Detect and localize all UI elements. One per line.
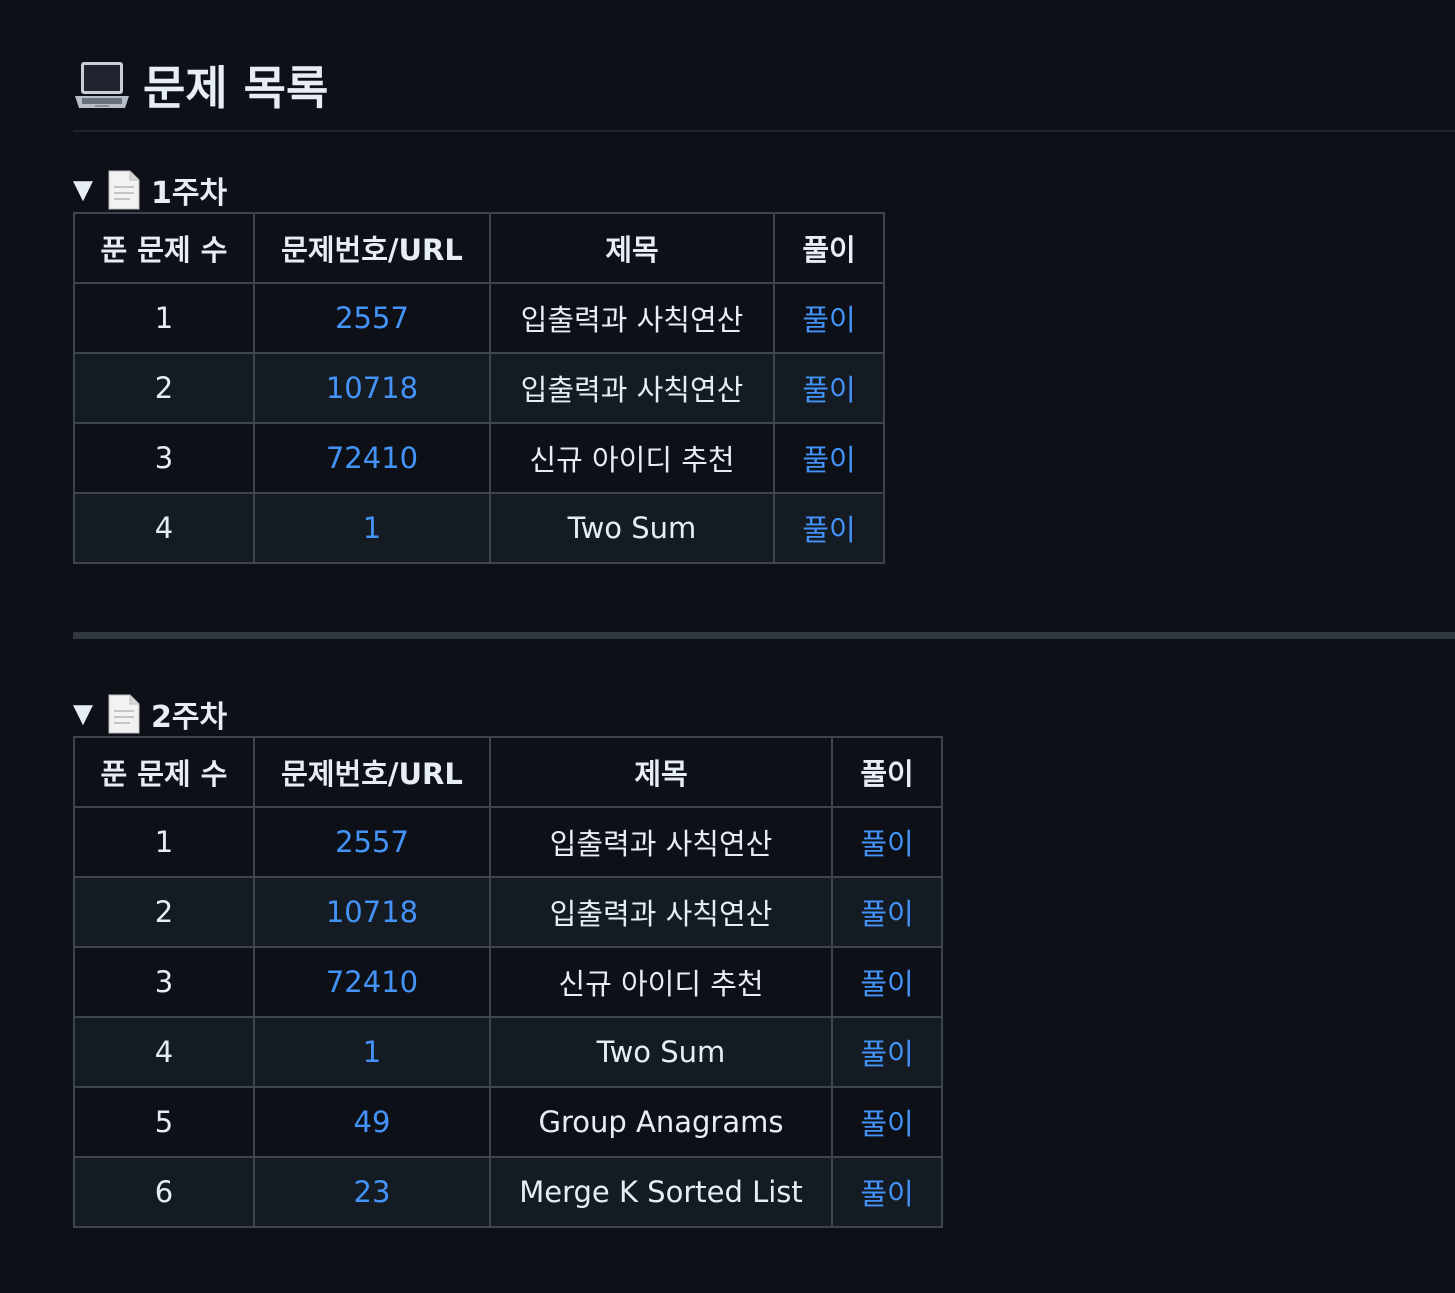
solution-link[interactable]: 풀이 (860, 897, 914, 931)
solution-link[interactable]: 풀이 (802, 443, 856, 477)
solved-count-cell: 3 (73, 946, 255, 1018)
solved-count-cell: 1 (73, 806, 255, 878)
header-title: 제목 (489, 212, 775, 284)
problem-title-cell: Group Anagrams (489, 1086, 833, 1158)
solved-count-cell: 1 (73, 282, 255, 354)
solved-count-cell: 6 (73, 1156, 255, 1228)
problem-link[interactable]: 72410 (325, 441, 419, 475)
solution-link[interactable]: 풀이 (802, 513, 856, 547)
table-header-row: 푼 문제 수 문제번호/URL 제목 풀이 (73, 736, 943, 808)
problem-link[interactable]: 10718 (325, 371, 419, 405)
header-solved-count: 푼 문제 수 (73, 212, 255, 284)
problem-link[interactable]: 72410 (325, 965, 419, 999)
problem-title-cell: Merge K Sorted List (489, 1156, 833, 1228)
table-row: 3 72410 신규 아이디 추천 풀이 (73, 422, 885, 494)
problem-title-cell: 입출력과 사칙연산 (489, 806, 833, 878)
solved-count-cell: 3 (73, 422, 255, 494)
week-1-table: 푼 문제 수 문제번호/URL 제목 풀이 1 2557 입출력과 사칙연산 풀… (73, 212, 885, 564)
header-solved-count: 푼 문제 수 (73, 736, 255, 808)
header-problem-id: 문제번호/URL (253, 212, 491, 284)
table-row: 1 2557 입출력과 사칙연산 풀이 (73, 282, 885, 354)
problem-title-cell: 입출력과 사칙연산 (489, 352, 775, 424)
problem-link[interactable]: 23 (353, 1175, 391, 1209)
table-row: 1 2557 입출력과 사칙연산 풀이 (73, 806, 943, 878)
problem-link[interactable]: 2557 (335, 301, 409, 335)
solved-count-cell: 2 (73, 352, 255, 424)
solved-count-cell: 4 (73, 492, 255, 564)
solution-link[interactable]: 풀이 (802, 373, 856, 407)
problem-link[interactable]: 49 (353, 1105, 391, 1139)
page-icon (108, 170, 140, 210)
solution-link[interactable]: 풀이 (860, 827, 914, 861)
table-row: 2 10718 입출력과 사칙연산 풀이 (73, 876, 943, 948)
solved-count-cell: 4 (73, 1016, 255, 1088)
week-2-label: 2주차 (151, 700, 228, 735)
laptop-icon (75, 62, 129, 108)
problem-link[interactable]: 2557 (335, 825, 409, 859)
solution-link[interactable]: 풀이 (802, 303, 856, 337)
page-title-text: 문제 목록 (143, 61, 329, 115)
week-1-label: 1주차 (151, 176, 228, 211)
problem-link[interactable]: 1 (362, 1035, 382, 1069)
solved-count-cell: 5 (73, 1086, 255, 1158)
heading-divider (73, 130, 1455, 132)
problem-title-cell: 입출력과 사칙연산 (489, 282, 775, 354)
section-divider (73, 632, 1455, 639)
table-row: 6 23 Merge K Sorted List 풀이 (73, 1156, 943, 1228)
table-row: 2 10718 입출력과 사칙연산 풀이 (73, 352, 885, 424)
solution-link[interactable]: 풀이 (860, 1037, 914, 1071)
solution-link[interactable]: 풀이 (860, 1177, 914, 1211)
problem-title-cell: 입출력과 사칙연산 (489, 876, 833, 948)
problem-link[interactable]: 10718 (325, 895, 419, 929)
problem-title-cell: Two Sum (489, 492, 775, 564)
solved-count-cell: 2 (73, 876, 255, 948)
header-problem-id: 문제번호/URL (253, 736, 491, 808)
solution-link[interactable]: 풀이 (860, 967, 914, 1001)
table-row: 4 1 Two Sum 풀이 (73, 1016, 943, 1088)
page-title: 문제 목록 (73, 50, 328, 120)
solution-link[interactable]: 풀이 (860, 1107, 914, 1141)
disclosure-triangle-icon[interactable]: ▼ (73, 699, 93, 729)
problem-title-cell: 신규 아이디 추천 (489, 946, 833, 1018)
header-solution: 풀이 (773, 212, 885, 284)
table-row: 5 49 Group Anagrams 풀이 (73, 1086, 943, 1158)
disclosure-triangle-icon[interactable]: ▼ (73, 175, 93, 205)
problem-link[interactable]: 1 (362, 511, 382, 545)
week-2-toggle[interactable]: ▼ 2주차 (73, 692, 227, 736)
problem-title-cell: Two Sum (489, 1016, 833, 1088)
week-1-toggle[interactable]: ▼ 1주차 (73, 168, 227, 212)
table-row: 3 72410 신규 아이디 추천 풀이 (73, 946, 943, 1018)
table-row: 4 1 Two Sum 풀이 (73, 492, 885, 564)
week-2-table: 푼 문제 수 문제번호/URL 제목 풀이 1 2557 입출력과 사칙연산 풀… (73, 736, 943, 1228)
problem-title-cell: 신규 아이디 추천 (489, 422, 775, 494)
header-solution: 풀이 (831, 736, 943, 808)
header-title: 제목 (489, 736, 833, 808)
page-icon (108, 694, 140, 734)
table-header-row: 푼 문제 수 문제번호/URL 제목 풀이 (73, 212, 885, 284)
